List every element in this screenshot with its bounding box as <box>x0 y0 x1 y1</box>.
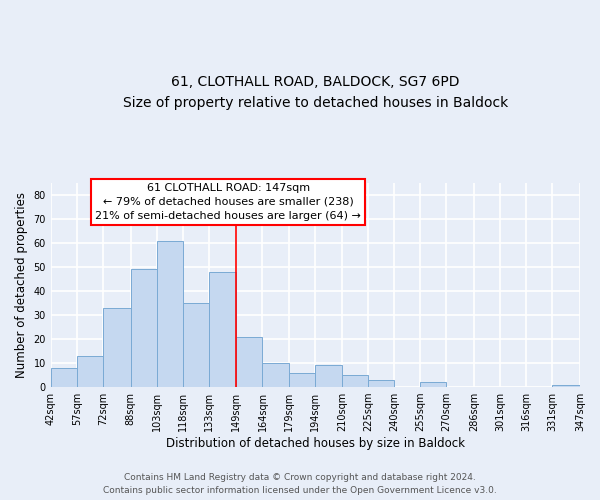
Text: Contains HM Land Registry data © Crown copyright and database right 2024.
Contai: Contains HM Land Registry data © Crown c… <box>103 474 497 495</box>
Bar <box>552 384 580 387</box>
Bar <box>209 272 236 387</box>
Bar <box>262 363 289 387</box>
Bar <box>182 303 209 387</box>
Bar <box>103 308 131 387</box>
Bar <box>131 270 157 387</box>
Bar <box>314 366 342 387</box>
Bar <box>236 336 262 387</box>
Bar <box>51 368 77 387</box>
X-axis label: Distribution of detached houses by size in Baldock: Distribution of detached houses by size … <box>166 437 465 450</box>
Bar <box>421 382 446 387</box>
Bar <box>368 380 394 387</box>
Title: 61, CLOTHALL ROAD, BALDOCK, SG7 6PD
Size of property relative to detached houses: 61, CLOTHALL ROAD, BALDOCK, SG7 6PD Size… <box>123 75 508 110</box>
Text: 61 CLOTHALL ROAD: 147sqm
← 79% of detached houses are smaller (238)
21% of semi-: 61 CLOTHALL ROAD: 147sqm ← 79% of detach… <box>95 183 361 221</box>
Bar <box>157 240 182 387</box>
Bar <box>342 375 368 387</box>
Bar <box>289 372 314 387</box>
Y-axis label: Number of detached properties: Number of detached properties <box>15 192 28 378</box>
Bar <box>77 356 103 387</box>
